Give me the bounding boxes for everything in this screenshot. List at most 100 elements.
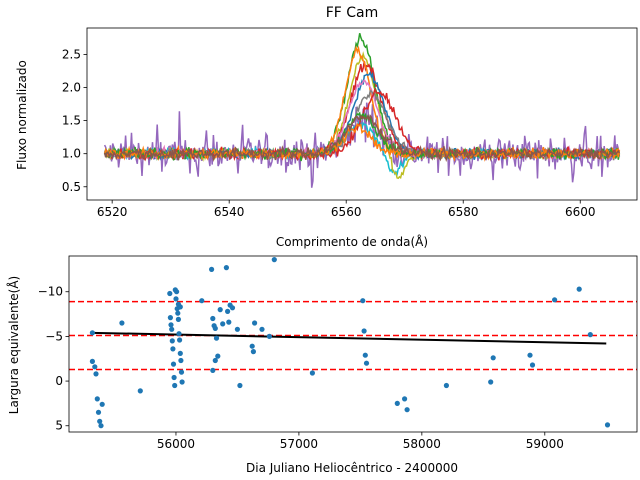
- y-tick-label: 0.5: [62, 180, 81, 194]
- x-tick-label: 58000: [403, 437, 441, 451]
- data-point: [167, 315, 173, 321]
- data-point: [215, 353, 221, 359]
- data-point: [234, 326, 240, 332]
- data-point: [175, 316, 181, 322]
- data-point: [362, 352, 368, 358]
- data-point: [210, 367, 216, 373]
- spectrum-frame: [86, 27, 638, 201]
- x-tick-label: 56000: [157, 437, 195, 451]
- data-point: [229, 305, 236, 311]
- data-point: [361, 328, 367, 334]
- data-point: [179, 379, 185, 385]
- data-point: [529, 362, 536, 368]
- data-point: [527, 352, 533, 358]
- data-point: [252, 320, 258, 326]
- data-point: [402, 396, 408, 402]
- data-point: [217, 307, 223, 313]
- data-point: [173, 296, 179, 302]
- data-point: [490, 355, 496, 361]
- data-point: [89, 330, 95, 336]
- data-point: [172, 382, 178, 389]
- y-tick-label: 1.5: [62, 114, 81, 128]
- data-point: [220, 321, 226, 327]
- data-point: [170, 346, 176, 352]
- data-point: [576, 286, 582, 292]
- spectrum-x-label: Comprimento de onda(Å): [276, 234, 428, 249]
- data-point: [178, 357, 184, 364]
- x-tick-label: 6540: [214, 205, 245, 219]
- data-point: [174, 289, 180, 295]
- data-point: [176, 331, 182, 337]
- data-point: [199, 298, 205, 304]
- ew-y-label: Largura equivalente(Å): [6, 276, 21, 414]
- spectrum-axes: 6520 6540 6560 6580 6600 0.5 1.0 1.5 2.0 2.5: [62, 27, 638, 219]
- data-point: [178, 369, 185, 375]
- spectrum-y-label: Fluxo normalizado: [15, 60, 29, 170]
- spectrum-title: FF Cam: [326, 5, 379, 21]
- x-tick-label: 6520: [97, 205, 128, 219]
- data-point: [89, 358, 95, 364]
- data-point: [309, 370, 315, 376]
- data-point: [259, 326, 265, 332]
- x-tick-label: 6560: [331, 205, 362, 219]
- data-point: [552, 297, 558, 303]
- data-point: [604, 422, 611, 428]
- y-tick-label: 2.5: [62, 47, 81, 61]
- data-point: [168, 322, 174, 328]
- data-point: [237, 382, 243, 389]
- ew-x-label: Dia Juliano Heliocêntrico - 2400000: [246, 461, 458, 475]
- data-point: [177, 337, 183, 343]
- data-point: [266, 333, 272, 339]
- x-tick-label: 6580: [448, 205, 479, 219]
- data-point: [99, 401, 105, 407]
- y-tick-label: −5: [45, 329, 63, 343]
- data-point: [137, 388, 143, 394]
- y-tick-label: 1.0: [62, 147, 81, 161]
- data-point: [169, 338, 175, 344]
- y-tick-label: 5: [55, 419, 63, 433]
- data-point: [587, 332, 593, 338]
- x-tick-label: 59000: [526, 437, 564, 451]
- spectrum-panel: FF Cam 6520 6540 6560 6580 6600 0.5 1.0 1.5 2.0 2…: [15, 5, 638, 249]
- data-point: [171, 374, 177, 381]
- data-point: [175, 310, 181, 316]
- data-point: [363, 360, 370, 366]
- data-point: [95, 409, 102, 415]
- data-point: [271, 257, 277, 263]
- y-tick-label: 0: [55, 374, 63, 388]
- data-point: [212, 325, 218, 331]
- y-tick-label: −10: [38, 285, 63, 299]
- data-point: [213, 335, 220, 341]
- data-point: [169, 326, 175, 332]
- data-point: [443, 382, 449, 389]
- data-point: [170, 361, 177, 367]
- data-point: [225, 308, 231, 314]
- spectrum-series-line: [103, 114, 621, 163]
- ew-axes: 56000 57000 58000 59000 −10 −5 0 5: [38, 255, 638, 451]
- data-point: [210, 315, 216, 322]
- data-point: [394, 400, 400, 406]
- spectrum-lines: [103, 33, 621, 188]
- data-point: [97, 418, 103, 424]
- ew-frame: [68, 255, 638, 433]
- equivalent-width-panel: 56000 57000 58000 59000 −10 −5 0 5 Dia Juliano …: [6, 255, 638, 475]
- data-point: [250, 349, 256, 355]
- data-point: [404, 407, 410, 413]
- data-point: [212, 357, 218, 364]
- data-point: [93, 371, 99, 377]
- data-point: [94, 396, 100, 402]
- data-point: [167, 290, 173, 297]
- data-point: [177, 350, 183, 356]
- data-point: [92, 364, 98, 370]
- data-point: [488, 379, 494, 385]
- data-point: [119, 320, 125, 326]
- data-point: [177, 304, 183, 310]
- data-point: [98, 423, 104, 429]
- data-point: [360, 298, 366, 304]
- data-point: [209, 266, 215, 272]
- x-tick-label: 57000: [280, 437, 318, 451]
- data-point: [226, 319, 232, 325]
- data-point: [249, 343, 255, 349]
- y-tick-label: 2.0: [62, 81, 81, 95]
